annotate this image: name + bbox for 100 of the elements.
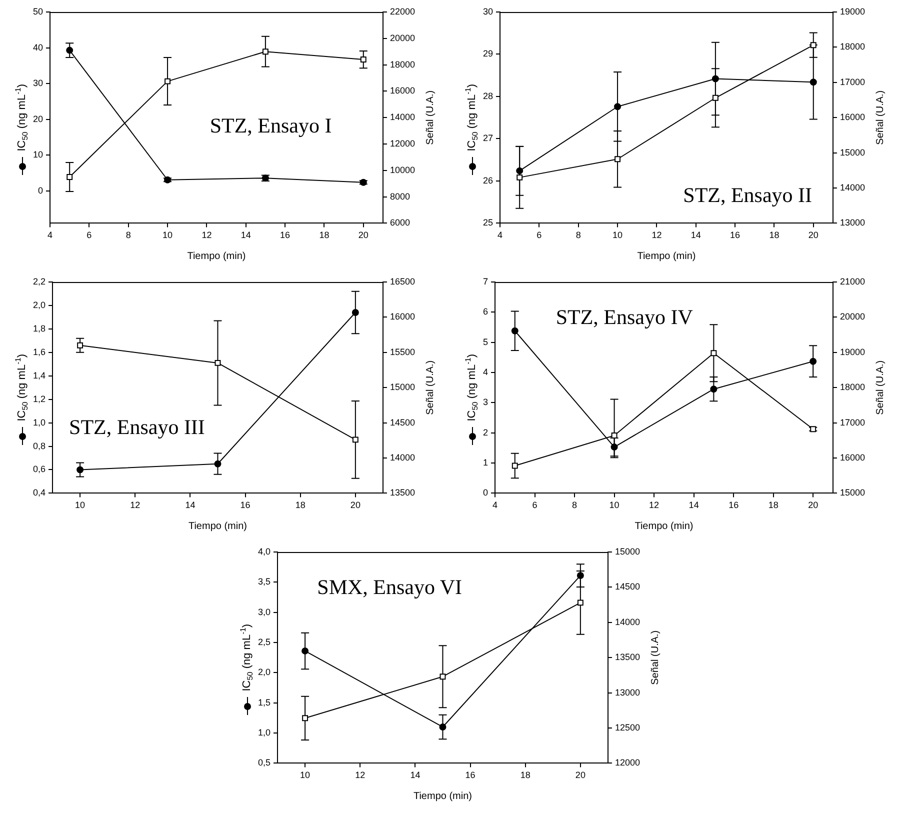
y-tick-label: 1,0 — [258, 728, 271, 738]
y2-tick-label: 14500 — [614, 582, 640, 592]
y-tick-label: 1,5 — [258, 697, 271, 708]
y2-tick-label: 16000 — [840, 452, 866, 462]
y-tick-label: 1,0 — [32, 417, 46, 428]
x-tick-label: 16 — [465, 770, 476, 780]
point — [439, 723, 446, 730]
x-axis-title: Tiempo (min) — [634, 520, 694, 532]
y-tick-label: 28 — [482, 90, 494, 101]
x-tick-label: 8 — [572, 500, 578, 510]
x-tick-label: 8 — [126, 230, 131, 240]
x-tick-label: 14 — [690, 230, 701, 240]
x-axis-title: Tiempo (min) — [413, 790, 472, 802]
point — [360, 56, 366, 62]
y2-tick-label: 13000 — [840, 218, 866, 228]
point — [712, 94, 718, 101]
y2-tick-label: 15000 — [840, 147, 866, 158]
x-tick-label: 18 — [769, 230, 780, 240]
y-tick-label: 3,5 — [258, 576, 271, 587]
y-tick-label: 6 — [482, 306, 488, 317]
y-tick-label: 10 — [32, 150, 44, 160]
x-tick-label: 12 — [202, 230, 212, 240]
y-tick-label: 1,4 — [32, 370, 46, 380]
x-tick-label: 6 — [532, 500, 538, 510]
y-tick-label: 29 — [482, 48, 494, 59]
y2-tick-label: 16000 — [390, 312, 416, 322]
y2-tick-label: 17000 — [840, 76, 866, 87]
x-tick-label: 16 — [728, 500, 739, 510]
x-tick-label: 12 — [355, 770, 366, 780]
y2-tick-label: 17000 — [840, 417, 866, 428]
x-tick-label: 4 — [498, 230, 503, 240]
y-tick-label: 30 — [32, 78, 44, 88]
y2-tick-label: 20000 — [840, 312, 866, 322]
y-tick-label: 0,4 — [32, 488, 46, 498]
annotation: STZ, Ensayo IV — [556, 305, 693, 330]
x-tick-label: 14 — [240, 230, 251, 240]
y2-tick-label: 14000 — [614, 616, 640, 627]
point — [614, 156, 620, 162]
y-tick-label: 0,6 — [32, 464, 46, 474]
x-tick-label: 18 — [295, 500, 306, 510]
y-tick-label: 4,0 — [258, 546, 271, 556]
point — [77, 342, 84, 348]
y2-tick-label: 16000 — [840, 112, 866, 122]
x-tick-label: 16 — [730, 230, 740, 240]
x-tick-label: 12 — [649, 500, 660, 510]
y-tick-label: 0 — [38, 185, 44, 196]
y2-tick-label: 20000 — [390, 32, 416, 43]
y-tick-label: 5 — [482, 336, 488, 347]
x-tick-label: 18 — [768, 500, 778, 510]
y2-tick-label: 14000 — [840, 182, 866, 192]
y2-tick-label: 13000 — [614, 687, 640, 698]
y-tick-label: 20 — [32, 114, 44, 124]
x-tick-label: 14 — [688, 500, 699, 510]
y2-tick-label: 21000 — [840, 276, 866, 286]
point — [511, 327, 518, 334]
x-tick-label: 8 — [576, 230, 581, 240]
y-tick-label: 7 — [482, 276, 488, 286]
point — [440, 674, 446, 680]
y2-axis-title: Señal (U.A.) — [874, 90, 886, 145]
y-tick-label: 2,0 — [258, 667, 271, 678]
point — [214, 460, 222, 468]
y-tick-label: 2,0 — [32, 300, 46, 310]
annotation: SMX, Ensayo VI — [317, 575, 462, 600]
y-tick-label: 1,8 — [32, 323, 46, 334]
y-tick-label: 2,2 — [32, 276, 46, 286]
point — [164, 78, 170, 84]
x-tick-label: 20 — [575, 770, 586, 780]
point — [576, 572, 584, 580]
point — [710, 386, 718, 393]
x-tick-label: 18 — [319, 230, 330, 240]
y2-axis-title: Señal (U.A.) — [874, 360, 886, 415]
y-tick-label: 40 — [32, 42, 44, 52]
annotation: STZ, Ensayo III — [69, 415, 205, 440]
y2-tick-label: 15000 — [840, 488, 866, 498]
point — [810, 358, 817, 365]
point — [610, 444, 618, 451]
x-tick-label: 4 — [48, 230, 53, 240]
x-tick-label: 16 — [280, 230, 290, 240]
y2-tick-label: 18000 — [390, 59, 416, 70]
point — [76, 466, 84, 474]
point — [66, 174, 73, 180]
y2-tick-label: 22000 — [390, 6, 416, 16]
point — [66, 46, 74, 54]
x-axis-title: Tiempo (min) — [188, 520, 248, 532]
x-tick-label: 10 — [75, 500, 86, 510]
y-tick-label: 2 — [482, 427, 488, 438]
x-tick-label: 18 — [520, 770, 530, 780]
x-tick-label: 6 — [536, 230, 542, 240]
y2-tick-label: 19000 — [840, 6, 866, 16]
y-tick-label: 0,5 — [258, 758, 271, 768]
y2-tick-label: 18000 — [840, 42, 866, 52]
y2-tick-label: 14500 — [390, 417, 416, 428]
point — [302, 715, 308, 722]
y-tick-label: 25 — [482, 218, 494, 228]
y-tick-label: 1,6 — [32, 346, 46, 357]
y-tick-label: 26 — [482, 175, 494, 186]
y-tick-label: 30 — [482, 6, 494, 16]
point — [614, 103, 622, 110]
y2-tick-label: 16500 — [390, 276, 416, 286]
y2-tick-label: 13500 — [390, 488, 416, 498]
